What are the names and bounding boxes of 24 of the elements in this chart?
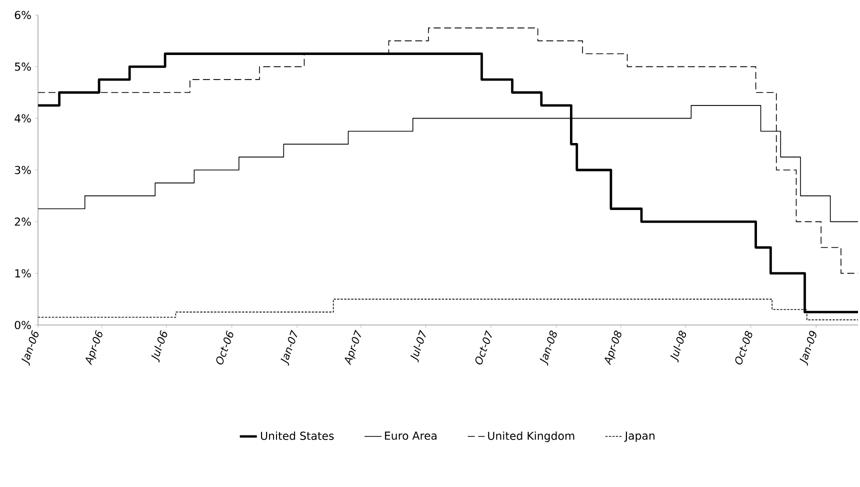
y-tick-label: 1%: [15, 269, 31, 278]
legend-label: Euro Area: [385, 432, 436, 440]
y-tick-label: 4%: [14, 114, 31, 122]
x-tick-label: Apr-08: [604, 330, 622, 366]
x-tick-label: Apr-07: [344, 330, 361, 366]
y-tick-label: 6%: [14, 10, 31, 20]
x-tick-label: Oct-06: [216, 330, 234, 365]
legend-label: United States: [260, 431, 334, 440]
x-tick-label: Jul-06: [151, 330, 168, 363]
legend-label: Japan: [624, 432, 654, 442]
legend-label: United Kingdom: [488, 431, 574, 442]
x-tick-label: Oct-08: [735, 330, 752, 365]
x-tick-label: Oct-07: [475, 330, 492, 365]
y-tick-label: 2%: [14, 218, 31, 226]
x-tick-label: Jul-08: [670, 330, 686, 363]
x-tick-label: Apr-06: [86, 330, 102, 366]
y-tick-label: 5%: [14, 62, 31, 71]
x-tick-label: Jan-08: [540, 330, 557, 366]
x-tick-label: Jul-07: [410, 330, 426, 363]
x-tick-label: Jan-09: [800, 330, 816, 366]
y-tick-label: 3%: [14, 166, 31, 174]
x-tick-label: Jan-07: [280, 330, 298, 366]
x-tick-label: Jan-06: [22, 330, 38, 366]
y-tick-label: 0%: [14, 320, 31, 330]
